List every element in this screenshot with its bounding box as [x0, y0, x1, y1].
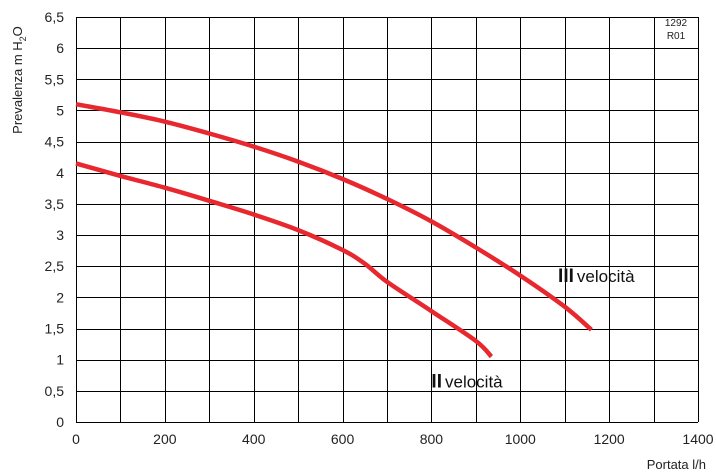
x-tick-label: 1200 — [594, 431, 625, 447]
y-tick-label: 0 — [56, 414, 64, 430]
x-tick-label: 800 — [420, 431, 444, 447]
series-line-2 — [75, 161, 494, 359]
y-tick-label: 1 — [56, 352, 64, 368]
y-tick-label: 2 — [56, 289, 64, 305]
series-label-roman: III — [558, 266, 574, 287]
series-label-word: velocità — [445, 373, 503, 392]
series-label-1: III velocità — [558, 266, 635, 287]
y-tick-label: 5 — [56, 102, 64, 118]
chart-grid — [76, 17, 699, 423]
y-tick-label: 5,5 — [45, 71, 65, 87]
y-tick-label: 2,5 — [45, 258, 65, 274]
y-axis-title-subscript: 2 — [18, 36, 28, 41]
y-axis-title: Prevalenza m H2O — [10, 26, 28, 134]
chart-series — [75, 101, 593, 359]
y-tick-label: 6,5 — [45, 9, 65, 25]
y-tick-label: 3 — [56, 227, 64, 243]
y-axis-ticks: 0 0,5 1 1,5 2 2,5 3 3,5 4 4,5 5 5,5 6 6,5 — [45, 9, 65, 430]
x-tick-label: 0 — [72, 431, 80, 447]
x-axis-ticks: 0 200 400 600 800 1000 1200 1400 — [72, 431, 714, 447]
x-tick-label: 1400 — [682, 431, 713, 447]
y-tick-label: 4,5 — [45, 134, 65, 150]
x-tick-label: 400 — [242, 431, 266, 447]
y-tick-label: 1,5 — [45, 321, 65, 337]
y-tick-label: 0,5 — [45, 383, 65, 399]
x-axis-title: Portata l/h — [647, 457, 706, 472]
y-axis-title-end: O — [10, 26, 25, 36]
series-label-2: II velocità — [431, 372, 503, 393]
y-tick-label: 4 — [56, 165, 64, 181]
y-tick-label: 3,5 — [45, 196, 65, 212]
chart-code-line-2: R01 — [667, 31, 686, 42]
series-line-1 — [75, 101, 593, 332]
x-tick-label: 600 — [331, 431, 355, 447]
series-label-word: velocità — [577, 267, 635, 286]
y-axis-title-main: Prevalenza m H — [10, 41, 25, 133]
series-label-roman: II — [431, 372, 442, 393]
chart-code-line-1: 1292 — [665, 18, 688, 29]
y-tick-label: 6 — [56, 40, 64, 56]
x-tick-label: 1000 — [505, 431, 536, 447]
x-tick-label: 200 — [153, 431, 177, 447]
